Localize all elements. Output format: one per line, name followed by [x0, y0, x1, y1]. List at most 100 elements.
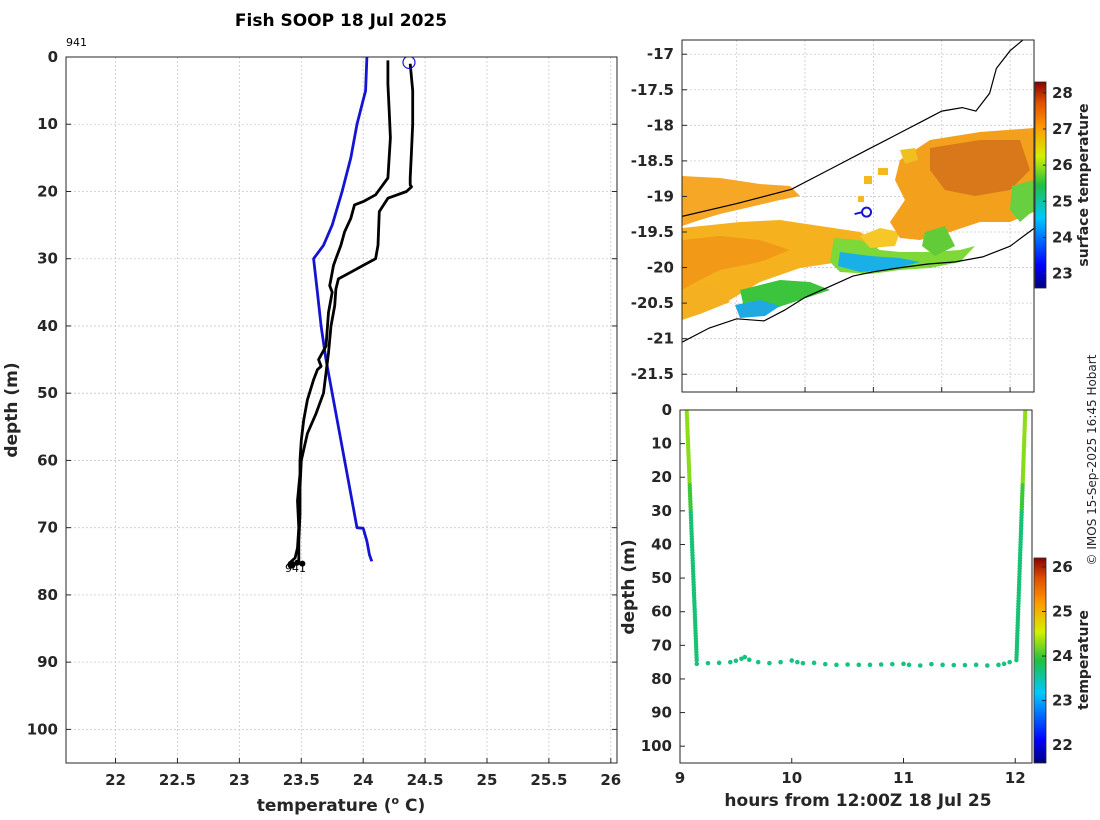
profile-y-tick-label: 70 [37, 519, 58, 537]
section-points [684, 410, 1028, 668]
bottom-track-point [733, 658, 739, 664]
sst-patch-west-core [682, 236, 790, 290]
section-x-tick-label: 12 [1005, 769, 1026, 787]
temperature-colorbar-tick-label: 22 [1052, 736, 1073, 754]
profile-plot-area [66, 57, 617, 763]
sst-speck-1 [864, 176, 872, 184]
station-track [854, 211, 863, 216]
map-y-tick-label: -20 [647, 259, 674, 277]
section-x-tick-label: 11 [893, 769, 914, 787]
profile-y-tick-label: 60 [37, 451, 58, 469]
bottom-track-point [789, 658, 795, 663]
profile-end-label: 941 [285, 562, 306, 575]
section-y-tick-label: 30 [651, 502, 672, 520]
bottom-track-point [951, 662, 957, 668]
sst-colorbar-tick-label: 25 [1052, 192, 1073, 210]
map-y-tick-label: -17.5 [631, 81, 674, 99]
profile-y-axis-label: depth (m) [2, 362, 22, 457]
profile-series [287, 57, 416, 569]
profile-y-tick-label: 30 [37, 250, 58, 268]
temperature-colorbar-tick-label: 26 [1052, 558, 1073, 576]
bottom-track-point [845, 662, 850, 667]
bottom-track-point [727, 659, 733, 665]
section-y-tick-label: 50 [651, 569, 672, 587]
sst-patch-east-green-2 [922, 226, 955, 256]
profile-y-tick-label: 90 [37, 653, 58, 671]
sst-colorbar-tick-label: 26 [1052, 156, 1073, 174]
temperature-colorbar [1033, 557, 1047, 764]
profile-y-tick-label: 80 [37, 586, 58, 604]
map-y-tick-label: -19.5 [631, 223, 674, 241]
map-y-tick-label: -17 [647, 45, 674, 63]
sst-patch-southwest [682, 284, 730, 320]
credit-text: © IMOS 15-Sep-2025 16:45 Hobart [1085, 354, 1099, 565]
section-x-axis-label: hours from 12:00Z 18 Jul 25 [724, 791, 991, 811]
cast-point-up [1014, 657, 1019, 663]
bottom-track-point [929, 661, 934, 667]
bottom-track-point [800, 660, 806, 666]
sst-speck-2 [878, 168, 888, 175]
profile-line-up-cast [287, 60, 392, 566]
section-y-tick-label: 70 [651, 636, 672, 654]
map-tick-mask [682, 392, 1034, 410]
coastline [682, 40, 1024, 217]
cast-point-down [694, 657, 699, 663]
profile-y-tick-label: 0 [48, 48, 58, 66]
map-lines [682, 40, 1034, 343]
bottom-track-point [1001, 661, 1007, 667]
sst-patch-blue-mid [838, 252, 920, 272]
shelf-edge-line [682, 227, 1034, 343]
bottom-track-point [834, 662, 839, 668]
map-y-tick-label: -18 [647, 116, 674, 134]
bottom-track-point [705, 660, 711, 666]
sst-colorbar-tick-label: 27 [1052, 120, 1073, 138]
bottom-track-point [940, 662, 945, 668]
profile-x-tick-label: 23.5 [283, 771, 320, 789]
map-y-tick-label: -21 [647, 330, 674, 348]
section-y-tick-label: 100 [641, 737, 672, 755]
profile-x-tick-label: 22 [105, 771, 126, 789]
bottom-track-point [767, 660, 772, 666]
sst-patch-east-speck [900, 148, 918, 164]
section-y-tick-label: 90 [651, 704, 672, 722]
map-y-tick-label: -19 [647, 187, 674, 205]
celsius-unit: C) [399, 796, 425, 816]
section-x-tick-label: 9 [675, 769, 685, 787]
temperature-colorbar-tick-label: 25 [1052, 602, 1073, 620]
bottom-track-point [985, 663, 990, 668]
map-y-tick-label: -21.5 [631, 365, 674, 383]
sst-patch-west-north [682, 176, 800, 226]
bottom-track-point [890, 661, 895, 667]
map-y-tick-label: -18.5 [631, 152, 674, 170]
sst-patch-blue-coast [735, 300, 780, 318]
profile-y-tick-label: 100 [27, 720, 58, 738]
profile-end-marker-2 [294, 559, 301, 566]
bottom-track-point [778, 659, 783, 665]
profile-x-axis-label: temperature (o C) [257, 794, 426, 816]
profile-start-marker [402, 57, 416, 69]
bottom-track-point [867, 662, 873, 668]
profile-ticks: 22 22.5 23 23.5 24 24.5 25 25.5 26 0 10 20 30 40 50 60 7… [27, 48, 622, 789]
profile-x-tick-label: 24.5 [407, 771, 444, 789]
bottom-track-point [906, 662, 912, 668]
degree-superscript: o [392, 794, 400, 807]
section-y-tick-label: 80 [651, 670, 672, 688]
bottom-track-point [856, 662, 862, 668]
profile-end-marker-3 [299, 560, 306, 567]
bottom-track-point [878, 662, 884, 667]
sst-patch-mid-yellow [860, 228, 900, 248]
bottom-track-point [973, 662, 979, 668]
profile-x-tick-label: 25 [477, 771, 498, 789]
profile-y-tick-label: 50 [37, 384, 58, 402]
sst-colorbar [1034, 81, 1047, 289]
temperature-colorbar-tick-label: 24 [1052, 647, 1073, 665]
section-x-tick-label: 10 [781, 769, 802, 787]
bottom-track-point [755, 659, 761, 665]
bottom-track-point [822, 661, 828, 667]
profile-frame [65, 56, 618, 764]
bottom-track-point [962, 662, 968, 668]
bottom-track-point [811, 660, 817, 666]
profile-x-tick-label: 26 [600, 771, 621, 789]
profile-x-tick-label: 25.5 [530, 771, 567, 789]
profile-line-climatology [312, 57, 374, 562]
